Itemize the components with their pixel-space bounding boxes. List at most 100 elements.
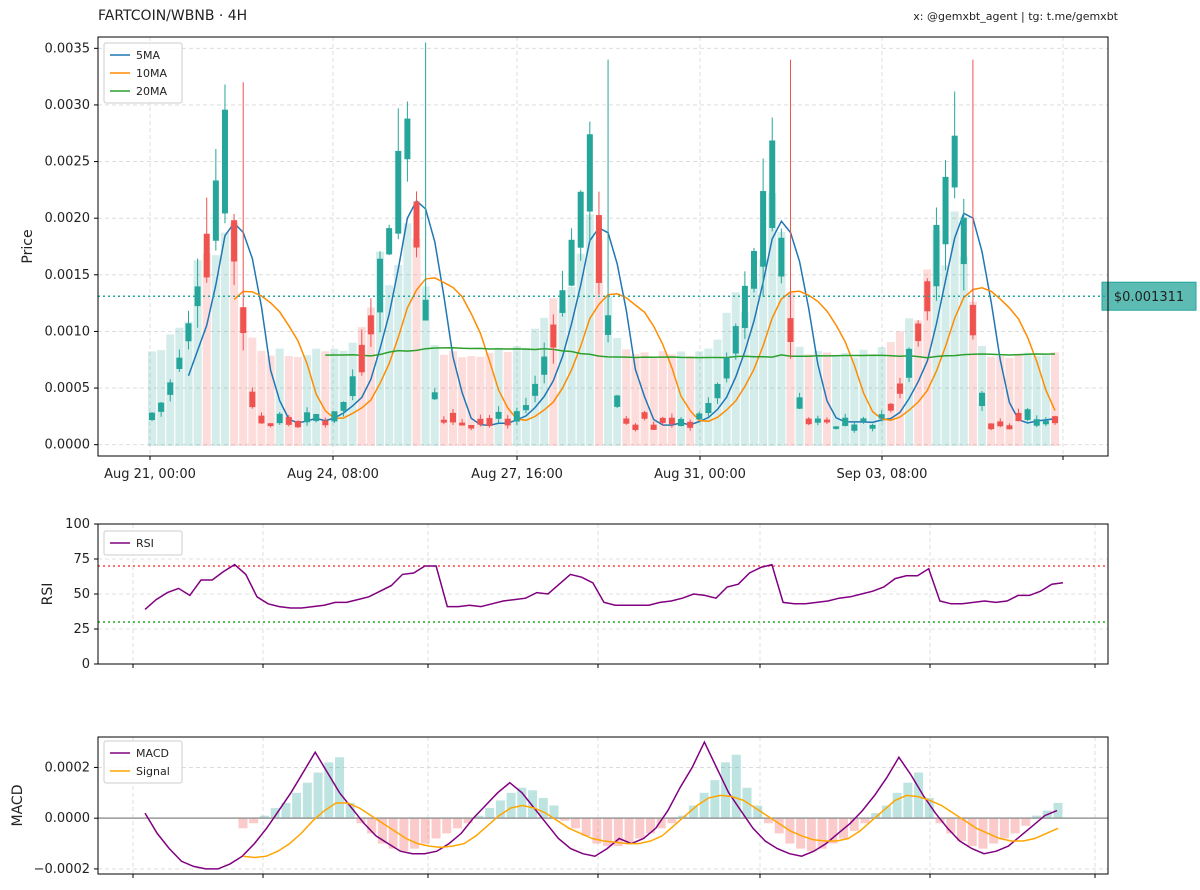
price-legend-label: 20MA xyxy=(136,85,167,98)
macd-histogram-bar xyxy=(292,792,302,819)
candle-body xyxy=(431,392,438,400)
candle-body xyxy=(769,140,776,228)
candle-body xyxy=(176,357,183,369)
candle-body xyxy=(659,417,666,423)
macd-histogram-bar xyxy=(452,818,462,829)
macd-histogram-bar xyxy=(753,805,763,819)
macd-histogram-bar xyxy=(914,772,924,819)
macd-frame xyxy=(97,736,1109,875)
volume-bar xyxy=(594,240,603,446)
chart-credit: x: @gemxbt_agent | tg: t.me/gemxbt xyxy=(913,10,1118,23)
macd-histogram-bar xyxy=(646,818,655,834)
volume-bar xyxy=(567,286,576,446)
macd-histogram-bar xyxy=(592,818,602,844)
volume-bar xyxy=(239,307,248,446)
macd-histogram-bar xyxy=(860,818,870,824)
volume-bar xyxy=(886,342,895,446)
volume-bar xyxy=(576,253,585,446)
volume-bar xyxy=(631,354,640,446)
macd-histogram-bar xyxy=(774,818,784,834)
candle-body xyxy=(1006,425,1013,430)
volume-bar xyxy=(759,259,768,446)
macd-histogram-bar xyxy=(946,818,956,834)
volume-bar xyxy=(859,349,868,446)
rsi-axis-label: RSI xyxy=(40,583,56,606)
macd-histogram-bar xyxy=(731,754,741,819)
candle-body xyxy=(285,417,292,425)
macd-histogram-bar xyxy=(635,818,645,839)
macd-histogram-bar xyxy=(1010,818,1020,834)
volume-bar xyxy=(175,327,184,446)
ma20-line xyxy=(325,346,1056,359)
volume-bar xyxy=(220,232,229,446)
volume-bar xyxy=(211,255,220,446)
candle-body xyxy=(969,304,976,336)
candle-body xyxy=(194,286,201,307)
macd-histogram-bar xyxy=(302,782,312,819)
candle-body xyxy=(377,258,384,313)
volume-bar xyxy=(686,355,695,446)
volume-bar xyxy=(257,350,266,446)
macd-ytick-label: 0.0000 xyxy=(45,811,91,826)
macd-ytick-label: −0.0002 xyxy=(34,862,90,877)
volume-bar xyxy=(905,318,914,446)
volume-bar xyxy=(996,356,1005,446)
candle-body xyxy=(258,415,265,424)
macd-histogram-bar xyxy=(667,818,677,824)
volume-bar xyxy=(184,321,193,446)
volume-bar xyxy=(677,351,686,446)
macd-histogram-bar xyxy=(881,805,891,819)
price-ytick-label: 0.0000 xyxy=(45,438,91,453)
candle-body xyxy=(550,324,557,348)
volume-bar xyxy=(157,350,166,446)
macd-histogram-bar xyxy=(474,815,484,819)
price-ytick-label: 0.0015 xyxy=(45,268,91,283)
volume-bar xyxy=(950,211,959,446)
price-frame xyxy=(97,36,1109,457)
volume-bar xyxy=(385,285,394,446)
price-ytick-label: 0.0010 xyxy=(45,324,91,339)
candle-body xyxy=(504,418,511,426)
candle-body xyxy=(358,344,365,373)
candle-body xyxy=(322,420,329,426)
candle-body xyxy=(167,382,174,395)
macd-histogram-bar xyxy=(367,818,377,834)
price-legend-label: 10MA xyxy=(136,67,167,80)
candle-body xyxy=(586,134,593,212)
candle-body xyxy=(851,424,858,431)
candle-body xyxy=(896,383,903,394)
volume-bar xyxy=(476,356,485,446)
volume-bar xyxy=(585,214,594,446)
candle-body xyxy=(1052,416,1058,424)
candle-body xyxy=(678,418,685,427)
rsi-ytick-label: 100 xyxy=(65,517,90,532)
macd-histogram-bar xyxy=(1021,818,1031,826)
macd-histogram-bar xyxy=(903,782,913,819)
volume-bar xyxy=(439,354,448,446)
macd-histogram-bar xyxy=(603,818,613,847)
volume-bar xyxy=(284,355,293,446)
candle-body xyxy=(687,421,694,428)
macd-histogram-bar xyxy=(688,805,698,819)
macd-histogram-bar xyxy=(892,792,902,819)
ma10-line xyxy=(233,277,1056,423)
candle-body xyxy=(1015,412,1022,422)
macd-histogram-bar xyxy=(871,813,881,819)
volume-bar xyxy=(458,357,467,446)
candle-body xyxy=(459,422,466,426)
volume-bar xyxy=(275,348,284,446)
candle-body xyxy=(906,348,913,378)
price-panel: $0.001311 0.0000 0.0005 0.0010 0.0015 0.0020 0… xyxy=(20,36,1197,482)
price-ytick-label: 0.0035 xyxy=(45,41,91,56)
volume-bar xyxy=(266,355,275,446)
volume-bar xyxy=(521,347,530,446)
candle-body xyxy=(988,423,995,430)
macd-histogram-bar xyxy=(721,762,731,819)
candle-body xyxy=(477,418,484,425)
volume-bar xyxy=(202,253,211,446)
candle-body xyxy=(960,217,967,265)
price-ytick-label: 0.0025 xyxy=(45,155,91,170)
volume-bar xyxy=(148,351,156,446)
volume-bar xyxy=(421,286,430,446)
candle-body xyxy=(860,418,867,422)
